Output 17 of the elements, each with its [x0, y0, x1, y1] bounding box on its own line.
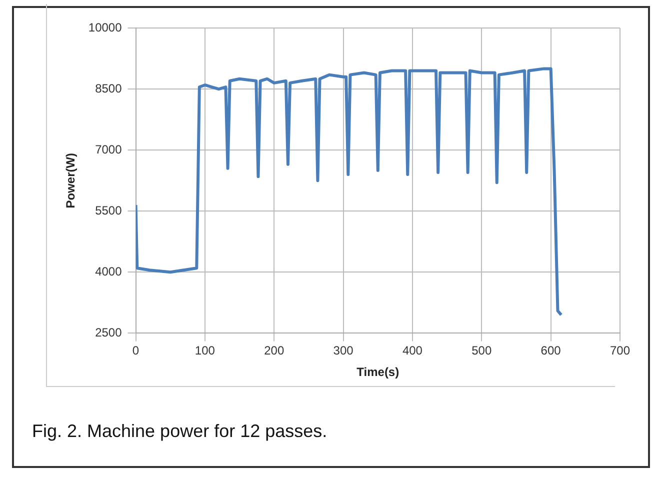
x-tick-label: 700	[610, 344, 630, 358]
y-tick-label: 8500	[95, 81, 122, 96]
x-axis-title: Time(s)	[356, 365, 400, 380]
x-tick-label: 400	[402, 344, 423, 358]
x-tick-label: 500	[472, 344, 492, 358]
y-tick-label: 10000	[88, 20, 122, 34]
x-tick-label: 600	[540, 344, 562, 358]
y-axis-title: Power(W)	[64, 152, 78, 208]
y-tick-label: 5500	[95, 203, 122, 218]
y-tick-label: 4000	[95, 264, 122, 278]
y-tick-label: 7000	[95, 142, 122, 156]
x-tick-label: 200	[264, 344, 284, 358]
x-tick-label: 300	[333, 344, 354, 358]
x-tick-label: 100	[194, 344, 216, 358]
caption: Fig. 2. Machine power for 12 passes.	[32, 421, 328, 442]
y-tick-label: 2500	[95, 326, 122, 340]
x-tick-label: 0	[132, 344, 140, 358]
